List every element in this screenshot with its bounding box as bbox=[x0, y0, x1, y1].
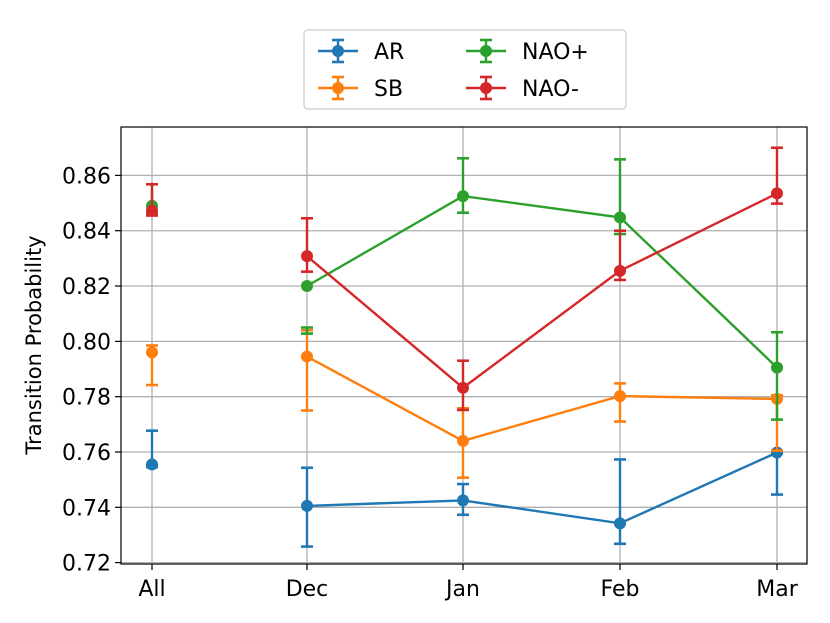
series-line bbox=[306, 192, 778, 390]
legend-marker bbox=[332, 82, 344, 94]
y-tick-label: 0.74 bbox=[62, 496, 111, 521]
data-point bbox=[457, 381, 469, 394]
x-tick-label: All bbox=[138, 577, 165, 602]
legend-marker bbox=[332, 45, 344, 57]
y-tick-label: 0.82 bbox=[62, 275, 111, 300]
series-nao-plus bbox=[146, 156, 783, 421]
data-point bbox=[146, 204, 158, 217]
legend-entry: AR bbox=[318, 38, 404, 65]
data-point bbox=[614, 390, 626, 403]
y-tick-label: 0.78 bbox=[62, 386, 111, 411]
data-point bbox=[146, 346, 158, 359]
data-point bbox=[457, 434, 469, 447]
plot-frame bbox=[120, 126, 808, 565]
data-point bbox=[146, 458, 158, 471]
y-tick-label: 0.76 bbox=[62, 441, 111, 466]
data-point bbox=[301, 250, 313, 263]
x-axis: All Dec Jan Feb Mar bbox=[138, 564, 799, 602]
y-axis: 0.72 0.74 0.76 0.78 0.80 0.82 0.84 0.86 bbox=[62, 164, 121, 577]
y-axis-title: Transition Probability bbox=[22, 235, 46, 455]
data-point bbox=[614, 211, 626, 224]
legend-label: SB bbox=[374, 77, 403, 102]
y-tick-label: 0.86 bbox=[62, 164, 111, 189]
legend: AR SB NAO+ NAO- bbox=[303, 29, 627, 110]
y-tick-label: 0.72 bbox=[62, 552, 111, 577]
series-ar bbox=[146, 429, 783, 548]
legend-frame bbox=[303, 29, 627, 110]
y-tick-label: 0.84 bbox=[62, 220, 111, 245]
legend-entry: NAO+ bbox=[466, 38, 589, 65]
legend-entry: NAO- bbox=[466, 75, 579, 102]
legend-marker bbox=[480, 82, 492, 94]
series-sb bbox=[146, 328, 783, 480]
series-line bbox=[306, 355, 778, 443]
data-point bbox=[457, 494, 469, 507]
data-point bbox=[614, 264, 626, 277]
legend-label: NAO+ bbox=[522, 40, 589, 65]
series-nao-minus bbox=[146, 146, 783, 412]
data-point bbox=[771, 361, 783, 374]
legend-marker bbox=[480, 45, 492, 57]
data-point bbox=[301, 499, 313, 512]
legend-label: AR bbox=[374, 40, 404, 65]
x-tick-label: Feb bbox=[601, 577, 640, 602]
series-line bbox=[306, 451, 778, 525]
data-point bbox=[614, 517, 626, 530]
x-tick-label: Jan bbox=[444, 577, 480, 602]
data-point bbox=[301, 280, 313, 293]
legend-label: NAO- bbox=[522, 77, 579, 102]
data-point bbox=[771, 187, 783, 200]
series-line bbox=[306, 194, 778, 369]
y-tick-label: 0.80 bbox=[62, 330, 111, 355]
data-point bbox=[457, 190, 469, 203]
series-layer bbox=[146, 146, 783, 548]
data-point bbox=[301, 350, 313, 363]
legend-entry: SB bbox=[318, 75, 403, 102]
x-tick-label: Dec bbox=[286, 577, 329, 602]
x-tick-label: Mar bbox=[756, 577, 798, 602]
